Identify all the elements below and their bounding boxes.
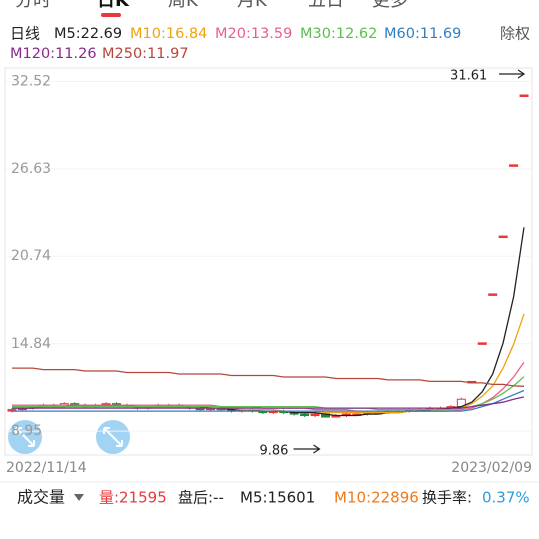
tab[interactable]: 周K <box>168 0 199 11</box>
ma-line <box>12 389 525 412</box>
annotation-label: 31.61 <box>450 69 487 84</box>
annotation-arrow <box>293 444 321 454</box>
volume: 量:21595 <box>99 489 167 507</box>
dropdown-arrow[interactable] <box>74 494 84 501</box>
y-tick-label: 14.84 <box>11 336 51 352</box>
y-tick-label: 26.63 <box>11 161 51 177</box>
ma-legend: M250:11.97 <box>102 46 189 62</box>
y-tick-label: 20.74 <box>11 248 51 264</box>
after-hours: 盘后:-- <box>178 489 224 507</box>
annotation-arrow <box>499 69 526 79</box>
turnover-label: 换手率: <box>422 489 472 507</box>
volume-label[interactable]: 成交量 <box>17 488 65 507</box>
annotation-label: 9.86 <box>260 444 289 459</box>
adjust-button[interactable]: 除权 <box>500 25 530 43</box>
tab[interactable]: 五日 <box>308 0 344 11</box>
tab[interactable]: 月K <box>237 0 268 11</box>
candle-body <box>300 413 310 417</box>
volume-m5: M5:15601 <box>240 489 315 507</box>
y-tick-label: 32.52 <box>11 73 51 89</box>
ma-line <box>12 376 525 411</box>
tab[interactable]: 更多 <box>372 0 408 11</box>
ma-legend: M30:12.62 <box>300 26 377 42</box>
ma-legend: M120:11.26 <box>10 46 97 62</box>
x-tick-label: 2022/11/14 <box>6 460 87 476</box>
candle-body <box>498 235 508 239</box>
candle-body <box>477 342 487 345</box>
period-label: 日线 <box>10 25 40 43</box>
candle-body <box>488 293 498 296</box>
y-tick-label: 8.95 <box>11 423 42 439</box>
ma-line <box>12 367 525 387</box>
tab[interactable]: 日K <box>97 0 130 11</box>
plot-frame <box>4 67 533 456</box>
ma-legend: M5:22.69 <box>54 26 122 42</box>
ma-legend: M60:11.69 <box>384 26 461 42</box>
candle-body <box>519 94 529 97</box>
ma-line <box>12 396 525 409</box>
turnover: 0.37% <box>482 489 530 507</box>
volume-m10: M10:22896 <box>334 489 419 507</box>
candle-body <box>310 413 320 417</box>
tab[interactable]: 分时 <box>15 0 51 11</box>
ma-legend: M20:13.59 <box>215 26 292 42</box>
ma-legend: M10:16.84 <box>130 26 207 42</box>
x-tick-label: 2023/02/09 <box>451 460 532 476</box>
tab-indicator <box>101 13 121 17</box>
candle-body <box>509 164 519 167</box>
